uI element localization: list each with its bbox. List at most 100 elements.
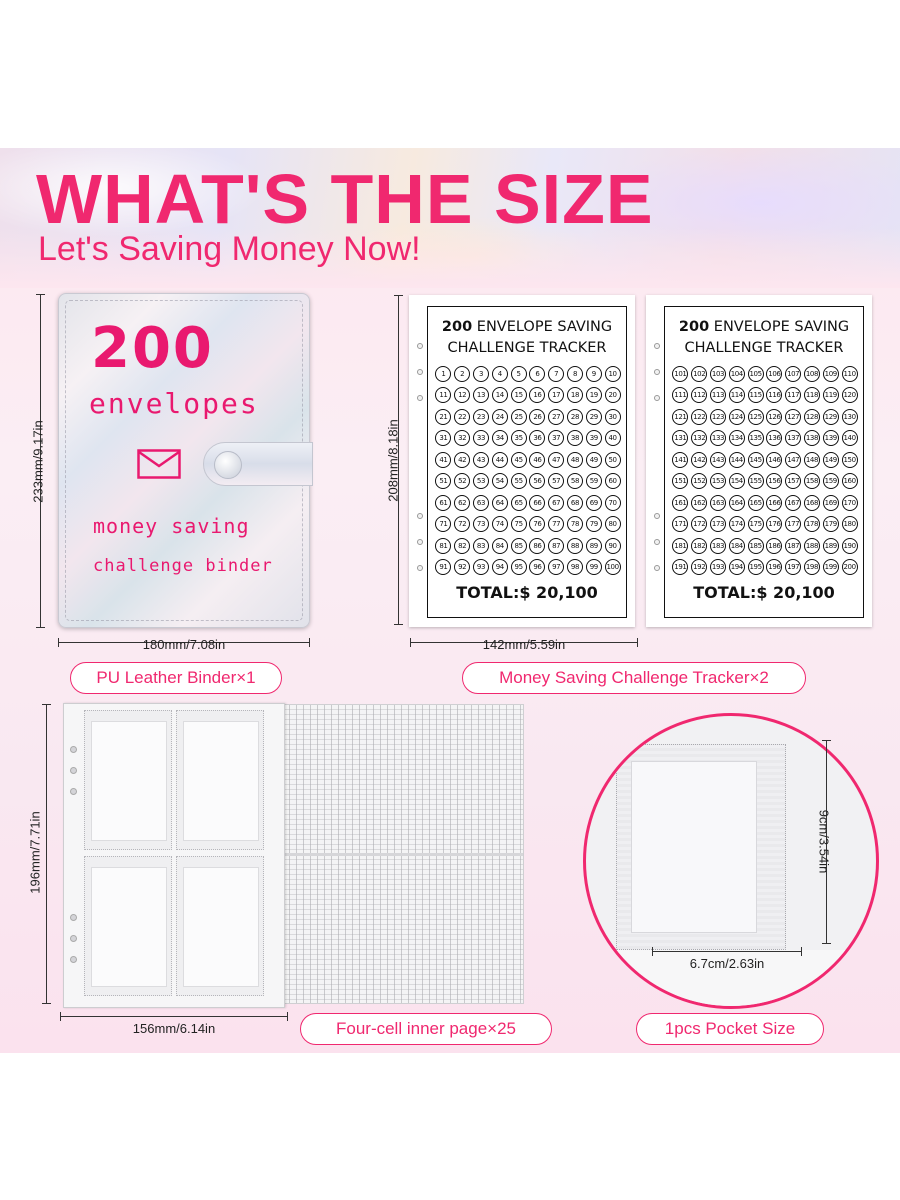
tracker-number-cell: 69: [584, 492, 603, 514]
tracker-number-cell: 159: [821, 471, 840, 493]
tracker-number-circle: 109: [822, 365, 839, 382]
tracker-number-cell: 64: [490, 492, 509, 514]
tracker-number-circle: 3: [472, 365, 489, 382]
tracker-number-cell: 146: [765, 449, 784, 471]
tracker-number-circle: 162: [691, 494, 708, 511]
tracker-number-circle: 128: [803, 408, 820, 425]
tracker-number-circle: 78: [566, 516, 583, 533]
tracker-number-circle: 25: [510, 408, 527, 425]
tracker-number-cell: 185: [746, 535, 765, 557]
tracker-number-circle: 147: [785, 451, 802, 468]
tracker-number-circle: 172: [691, 516, 708, 533]
tracker-number-cell: 41: [434, 449, 453, 471]
tracker-number-cell: 137: [784, 428, 803, 450]
tracker-number-cell: 78: [566, 514, 585, 536]
tracker-number-cell: 149: [821, 449, 840, 471]
tracker-number-circle: 77: [548, 516, 565, 533]
tracker-number-cell: 32: [453, 428, 472, 450]
tracker-number-cell: 129: [821, 406, 840, 428]
tracker-number-cell: 189: [821, 535, 840, 557]
tracker-number-circle: 171: [672, 516, 689, 533]
tracker-number-circle: 42: [454, 451, 471, 468]
tracker-number-circle: 39: [585, 430, 602, 447]
tracker-number-circle: 114: [728, 387, 745, 404]
tracker-number-cell: 60: [603, 471, 622, 493]
tracker-number-circle: 32: [454, 430, 471, 447]
tracker-number-circle: 20: [604, 387, 621, 404]
tracker-number-circle: 104: [728, 365, 745, 382]
tracker-number-circle: 177: [785, 516, 802, 533]
tracker-number-circle: 160: [841, 473, 858, 490]
tracker-number-cell: 117: [784, 385, 803, 407]
tracker-number-circle: 70: [604, 494, 621, 511]
envelope-icon: [137, 449, 181, 479]
tracker-number-circle: 159: [822, 473, 839, 490]
tracker-number-grid: 1 2 3 4 5 6 7 8 9 10 11 12 13 14 15 16 17 18 19 20 21 22 23 24 2…: [434, 363, 622, 578]
tracker-number-circle: 26: [529, 408, 546, 425]
tracker-title: 200 ENVELOPE SAVING CHALLENGE TRACKER: [441, 319, 613, 356]
tracker-number-cell: 132: [690, 428, 709, 450]
tracker-number-cell: 125: [746, 406, 765, 428]
tracker-number-circle: 63: [472, 494, 489, 511]
tracker-number-circle: 30: [604, 408, 621, 425]
tracker-number-circle: 58: [566, 473, 583, 490]
tracker-number-circle: 111: [672, 387, 689, 404]
tracker-number-cell: 19: [584, 385, 603, 407]
tracker-number-cell: 49: [584, 449, 603, 471]
tracker-number-circle: 14: [491, 387, 508, 404]
tracker-number-cell: 118: [803, 385, 822, 407]
tracker-number-circle: 98: [566, 559, 583, 576]
tracker-number-cell: 184: [727, 535, 746, 557]
tracker-number-cell: 90: [603, 535, 622, 557]
tracker-number-circle: 23: [472, 408, 489, 425]
tracker-number-cell: 182: [690, 535, 709, 557]
tracker-number-circle: 115: [747, 387, 764, 404]
tracker-number-cell: 180: [840, 514, 859, 536]
holographic-header-background: [0, 148, 900, 288]
zoomed-pocket: [616, 744, 786, 950]
tracker-number-cell: 13: [472, 385, 491, 407]
tracker-number-circle: 53: [472, 473, 489, 490]
tracker-number-cell: 14: [490, 385, 509, 407]
tracker-number-cell: 200: [840, 557, 859, 579]
tracker-number-cell: 91: [434, 557, 453, 579]
tracker-number-circle: 133: [709, 430, 726, 447]
tracker-number-circle: 59: [585, 473, 602, 490]
tracker-number-circle: 10: [604, 365, 621, 382]
tracker-number-cell: 66: [528, 492, 547, 514]
tracker-number-cell: 63: [472, 492, 491, 514]
tracker-number-cell: 166: [765, 492, 784, 514]
tracker-number-cell: 101: [671, 363, 690, 385]
tracker-number-cell: 164: [727, 492, 746, 514]
tracker-number-cell: 177: [784, 514, 803, 536]
tracker-number-grid: 101 102 103 104 105 106 107 108 109 110 111 112 113 1…: [671, 363, 859, 578]
pocket-height-label: 9cm/3.54in: [816, 809, 832, 874]
tracker-number-cell: 139: [821, 428, 840, 450]
tracker-number-circle: 196: [766, 559, 783, 576]
tracker-number-cell: 33: [472, 428, 491, 450]
tracker-number-circle: 18: [566, 387, 583, 404]
tracker-number-cell: 40: [603, 428, 622, 450]
tracker-number-circle: 166: [766, 494, 783, 511]
inner-pages-stack: [282, 704, 524, 1004]
tracker-number-circle: 97: [548, 559, 565, 576]
tracker-number-circle: 170: [841, 494, 858, 511]
tracker-number-circle: 156: [766, 473, 783, 490]
tracker-number-cell: 109: [821, 363, 840, 385]
tracker-number-circle: 92: [454, 559, 471, 576]
tracker-number-circle: 153: [709, 473, 726, 490]
binder-cover-number: 200: [91, 316, 214, 381]
tracker-width-dimension-line: [410, 638, 638, 647]
tracker-number-circle: 95: [510, 559, 527, 576]
tracker-number-circle: 2: [454, 365, 471, 382]
tracker-number-circle: 86: [529, 537, 546, 554]
tracker-number-circle: 130: [841, 408, 858, 425]
tracker-number-circle: 110: [841, 365, 858, 382]
tracker-number-cell: 154: [727, 471, 746, 493]
tracker-number-cell: 116: [765, 385, 784, 407]
tracker-number-cell: 105: [746, 363, 765, 385]
tracker-number-cell: 119: [821, 385, 840, 407]
tracker-number-cell: 5: [509, 363, 528, 385]
tracker-number-circle: 80: [604, 516, 621, 533]
